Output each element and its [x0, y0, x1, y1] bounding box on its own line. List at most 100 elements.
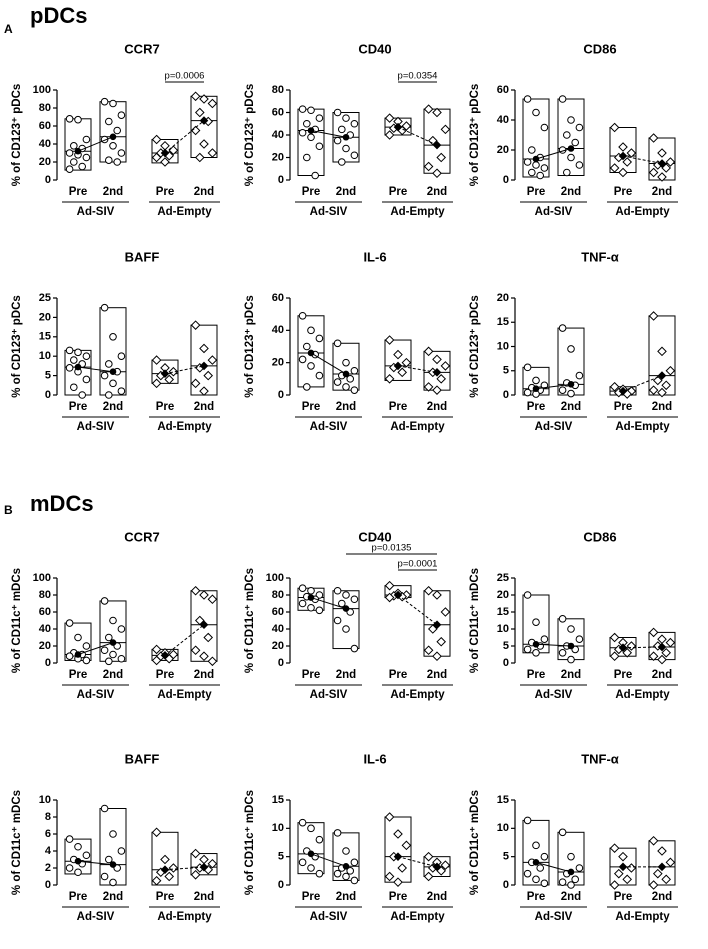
- y-tick-label: 60: [39, 606, 51, 618]
- data-point: [105, 391, 113, 399]
- mean-marker: [342, 605, 350, 612]
- range-box: [609, 637, 637, 657]
- data-point: [315, 869, 324, 878]
- data-point: [350, 644, 359, 653]
- data-point: [190, 869, 201, 880]
- y-tick-label: 25: [497, 572, 509, 584]
- data-point: [567, 881, 575, 889]
- mean-marker: [342, 133, 350, 141]
- data-point: [609, 651, 620, 662]
- data-point: [303, 119, 311, 128]
- data-point: [109, 379, 117, 388]
- data-point: [303, 342, 311, 351]
- data-point: [342, 847, 350, 855]
- data-point: [315, 334, 324, 343]
- data-point: [440, 860, 451, 870]
- mean-trend: [397, 365, 438, 373]
- x-tick-label: Pre: [302, 186, 321, 198]
- data-point: [384, 130, 395, 140]
- group-label: Ad-Empty: [390, 689, 445, 701]
- data-point: [74, 868, 82, 877]
- data-point: [315, 835, 324, 844]
- data-point: [342, 625, 350, 633]
- mean-marker: [432, 140, 442, 150]
- data-point: [65, 346, 74, 355]
- mean-marker: [109, 861, 117, 868]
- data-point: [652, 375, 663, 386]
- data-point: [151, 355, 162, 365]
- group-label: Ad-SIV: [535, 206, 573, 218]
- y-tick-label: 5: [503, 640, 509, 652]
- group-label: Ad-SIV: [310, 421, 348, 433]
- p-value: p=0.0006: [165, 71, 205, 82]
- x-tick-label: Pre: [69, 186, 88, 198]
- range-box: [190, 853, 218, 876]
- data-point: [333, 108, 342, 117]
- mean-marker: [199, 116, 209, 125]
- data-point: [523, 388, 532, 397]
- x-tick-label: Pre: [69, 669, 88, 681]
- data-point: [164, 871, 175, 882]
- data-point: [151, 134, 162, 145]
- y-tick-label: 0: [45, 389, 51, 401]
- data-point: [65, 652, 74, 661]
- data-point: [105, 360, 113, 368]
- section-letter: B: [4, 503, 13, 517]
- chart-title: TNF-α: [581, 751, 619, 766]
- data-point: [622, 874, 633, 885]
- data-point: [609, 880, 620, 890]
- group-label: Ad-Empty: [615, 206, 670, 218]
- data-point: [338, 158, 346, 166]
- data-point: [532, 841, 540, 850]
- data-point: [423, 585, 434, 596]
- data-point: [393, 877, 403, 887]
- x-tick-label: 2nd: [103, 401, 123, 413]
- data-point: [384, 113, 395, 123]
- data-point: [423, 382, 434, 392]
- data-point: [536, 171, 545, 180]
- y-tick-label: 60: [272, 606, 284, 618]
- data-point: [648, 880, 659, 890]
- range-box: [297, 822, 325, 875]
- mean-marker: [657, 159, 667, 168]
- mean-marker: [532, 385, 540, 392]
- data-point: [303, 383, 311, 391]
- group-label: Ad-SIV: [535, 911, 573, 923]
- y-tick-label: 60: [497, 84, 509, 96]
- data-point: [613, 868, 624, 879]
- y-tick-label: 20: [39, 156, 51, 168]
- data-point: [558, 386, 567, 394]
- data-point: [315, 371, 324, 380]
- data-point: [432, 107, 442, 118]
- mean-marker: [393, 590, 403, 600]
- data-point: [523, 645, 532, 654]
- data-point: [558, 828, 567, 837]
- data-point: [618, 167, 628, 178]
- y-tick-label: 0: [278, 657, 284, 669]
- data-point: [575, 123, 584, 132]
- mean-marker: [532, 859, 540, 866]
- data-point: [105, 156, 113, 164]
- y-tick-label: 10: [497, 822, 509, 834]
- mean-trend: [164, 120, 205, 154]
- data-point: [105, 633, 113, 642]
- y-tick-label: 2: [45, 862, 51, 874]
- data-point: [199, 386, 209, 396]
- data-point: [436, 152, 447, 163]
- x-tick-label: Pre: [156, 891, 175, 903]
- data-point: [315, 114, 324, 122]
- data-point: [100, 872, 109, 881]
- x-tick-label: Pre: [527, 669, 546, 681]
- data-point: [427, 624, 438, 634]
- data-point: [436, 636, 447, 647]
- data-point: [74, 842, 82, 851]
- y-tick-label: 20: [39, 311, 51, 323]
- mean-marker: [74, 147, 82, 155]
- mean-marker: [307, 349, 315, 357]
- mean-marker: [160, 651, 170, 660]
- data-point: [342, 383, 350, 391]
- data-point: [657, 346, 667, 357]
- group-label: Ad-SIV: [535, 421, 573, 433]
- data-point: [657, 387, 667, 398]
- data-point: [74, 348, 82, 357]
